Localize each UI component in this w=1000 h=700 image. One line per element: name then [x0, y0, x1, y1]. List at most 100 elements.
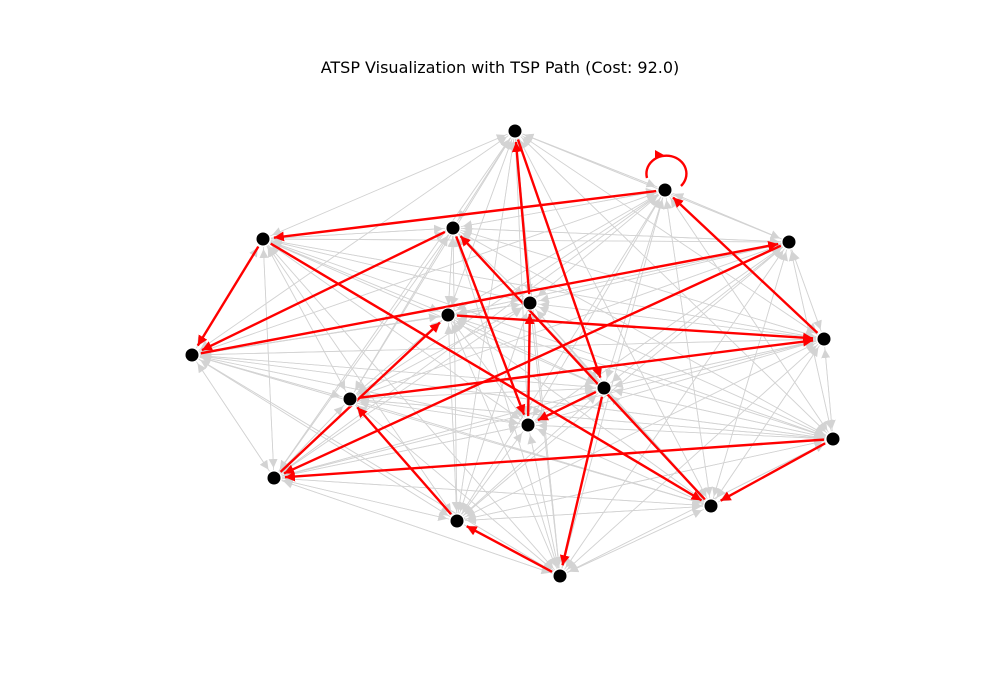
graph-edge	[359, 387, 597, 403]
graph-edge	[539, 300, 817, 339]
tsp-path-edge	[524, 313, 535, 417]
tsp-path-edge	[356, 406, 452, 516]
graph-edge	[461, 432, 523, 515]
graph-edge	[456, 318, 597, 385]
graph-edge	[279, 405, 344, 473]
graph-edge	[454, 237, 559, 569]
graph-edge	[272, 241, 826, 437]
graph-edge	[272, 242, 441, 313]
graph-edge	[521, 137, 828, 434]
graph-edge	[200, 359, 554, 573]
graph-edge	[457, 303, 523, 317]
graph-edge	[455, 320, 705, 502]
graph-node	[781, 234, 797, 250]
graph-edge	[448, 237, 458, 514]
graph-edge	[462, 248, 782, 517]
graph-edge	[198, 136, 508, 351]
graph-edge	[534, 247, 782, 421]
graph-edge	[715, 347, 819, 500]
graph-node	[657, 182, 673, 198]
graph-edge	[561, 199, 665, 569]
graph-edge	[201, 303, 523, 357]
graph-edge	[355, 321, 441, 395]
graph-edge	[269, 246, 556, 571]
graph-node	[596, 380, 612, 396]
graph-node	[445, 220, 461, 236]
graph-edge	[457, 316, 826, 437]
graph-edge	[272, 228, 446, 243]
tsp-path-edge	[456, 314, 814, 343]
graph-nodes	[184, 123, 841, 584]
graph-edge	[564, 250, 784, 570]
graph-edge	[535, 339, 815, 424]
tsp-path-edge	[455, 235, 526, 416]
graph-edge	[200, 359, 451, 518]
tsp-path-edge	[466, 525, 553, 573]
graph-edge	[670, 198, 829, 433]
graph-node	[522, 295, 538, 311]
graph-edge	[359, 400, 704, 505]
graph-edge	[280, 308, 522, 474]
graph-edge	[201, 354, 521, 424]
graph-edge	[272, 242, 597, 386]
graph-edge	[460, 198, 661, 515]
graph-edge	[201, 353, 826, 439]
graph-edge	[280, 195, 658, 474]
graph-edge	[451, 324, 558, 569]
tsp-path-edges	[196, 139, 826, 573]
graph-edge	[283, 479, 553, 574]
graph-edge	[270, 244, 522, 421]
graph-edge	[457, 140, 517, 514]
graph-edge	[283, 477, 450, 520]
graph-edge	[519, 139, 708, 500]
graph-edge	[201, 355, 704, 505]
graph-node	[449, 513, 465, 529]
graph-edge	[611, 338, 815, 387]
graph-edge	[663, 199, 711, 499]
graph-edge	[359, 396, 826, 439]
graph-edge	[454, 194, 657, 312]
graph-edge	[281, 424, 519, 477]
gray-edges	[195, 133, 836, 575]
graph-edge	[197, 363, 270, 472]
graph-edge	[464, 502, 702, 521]
graph-edge	[201, 338, 817, 360]
graph-node	[703, 498, 719, 514]
tsp-self-loop	[645, 154, 688, 187]
graph-node	[507, 123, 523, 139]
tsp-path-edge	[200, 240, 779, 355]
tsp-path-edge	[516, 139, 602, 378]
graph-node	[816, 331, 832, 347]
graph-node	[440, 307, 456, 323]
graph-edge	[523, 136, 818, 335]
tsp-path-edge	[537, 390, 597, 422]
graph-node	[552, 568, 568, 584]
tsp-path-edge	[273, 189, 657, 242]
graph-node	[266, 470, 282, 486]
graph-node	[520, 417, 536, 433]
graph-edge	[524, 133, 782, 240]
graph-edge	[462, 394, 597, 516]
graph-edge	[565, 345, 817, 571]
graph-edge	[267, 247, 347, 393]
graph-edge	[357, 405, 555, 572]
graph-edge	[459, 312, 529, 514]
graph-edge	[613, 387, 826, 438]
graph-edge	[456, 139, 510, 222]
tsp-path-edge	[358, 336, 814, 400]
graph-edge	[536, 428, 704, 504]
graph-edge	[444, 324, 458, 514]
graph-edge	[283, 474, 704, 506]
graph-edge	[821, 348, 833, 432]
graph-edge	[356, 307, 522, 396]
graph-edge	[527, 312, 560, 569]
graph-edge	[566, 443, 825, 573]
graph-edge	[791, 251, 822, 332]
graph-edge	[531, 198, 661, 419]
tsp-path-edge	[270, 242, 703, 502]
tsp-path-edge	[720, 442, 826, 502]
tsp-path-edge	[284, 438, 825, 482]
tsp-path-edge	[672, 196, 819, 334]
tsp-path-edge	[196, 246, 260, 347]
